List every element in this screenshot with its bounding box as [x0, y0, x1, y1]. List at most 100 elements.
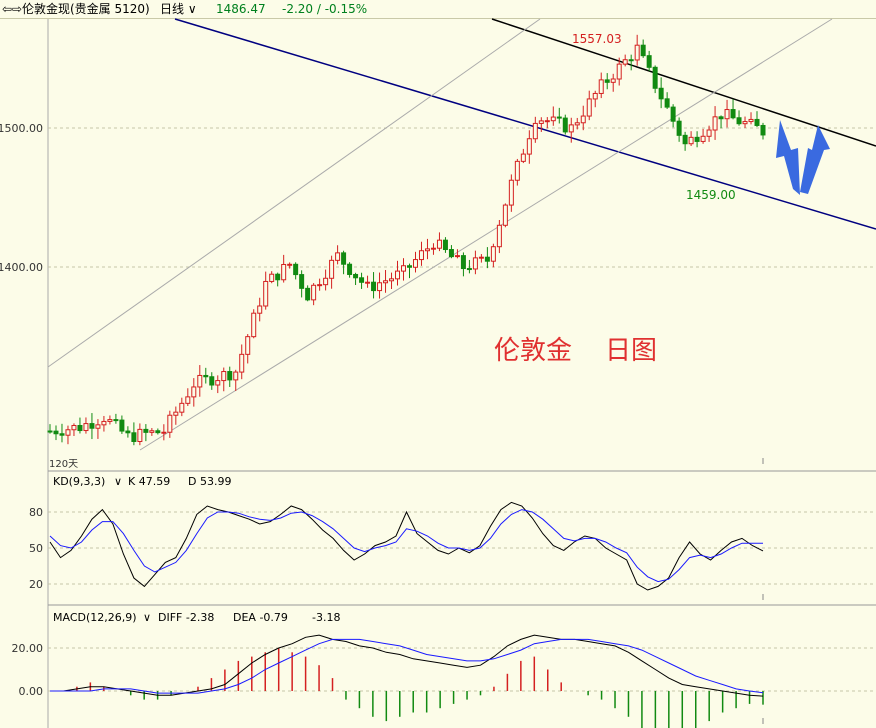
candle-body — [359, 277, 365, 283]
candle-body — [418, 250, 424, 261]
candle-body — [718, 116, 724, 120]
kd-indicator-name[interactable]: KD(9,3,3) — [53, 475, 105, 488]
candle-body — [185, 396, 191, 404]
candle-body — [580, 115, 586, 124]
high-price-label: 1557.03 — [572, 32, 622, 46]
candle-body — [161, 431, 167, 434]
candle-body — [335, 252, 341, 261]
candle-body — [706, 129, 712, 137]
candle-body — [101, 420, 107, 426]
instrument-name[interactable]: 伦敦金现(贵金属 5120) — [22, 2, 150, 16]
candle-body — [371, 281, 377, 292]
macd-dea-value: DEA -0.79 — [233, 611, 288, 624]
candle-body — [586, 98, 592, 117]
chevron-down-icon[interactable]: ∨ — [143, 611, 151, 624]
candle-body — [502, 204, 508, 226]
candle-body — [269, 273, 275, 282]
candle-body — [311, 284, 317, 301]
candle-body — [544, 120, 550, 123]
candle-body — [383, 280, 389, 284]
kd-k-value: K 47.59 — [128, 475, 170, 488]
panel-frames — [47, 19, 876, 728]
period-note: 120天 — [49, 459, 78, 470]
y-tick-label: 1400.00 — [0, 261, 43, 274]
candle-body — [125, 430, 131, 434]
macd-hist-value: -3.18 — [312, 611, 340, 624]
kd-d-value: D 53.99 — [188, 475, 231, 488]
candle-body — [317, 284, 323, 287]
candle-body — [616, 63, 622, 80]
candle-body — [742, 121, 748, 125]
candle-body — [676, 120, 682, 136]
candle-body — [640, 44, 646, 57]
low-price-label: 1459.00 — [686, 188, 736, 202]
candle-body — [658, 87, 664, 100]
candle-body — [574, 122, 580, 126]
candle-body — [275, 273, 281, 281]
candle-body — [634, 44, 640, 61]
candle-body — [143, 428, 149, 433]
grid-lines: 1400.00 1500.00 20 50 80 0.00 20.00 — [0, 122, 876, 698]
chevron-down-icon[interactable]: ∨ — [114, 475, 122, 488]
candle-body — [610, 78, 616, 83]
candle-body — [466, 268, 472, 271]
candle-body — [442, 239, 448, 251]
candle-body — [293, 263, 299, 276]
candle-body — [137, 428, 143, 442]
price-change: -2.20 / -0.15% — [282, 2, 368, 16]
window-icon[interactable]: ⇦⇨ — [2, 2, 23, 16]
candle-body — [592, 92, 598, 100]
candle-body — [478, 256, 484, 259]
candle-body — [700, 135, 706, 142]
candle-body — [484, 256, 490, 262]
arrow-annotations — [776, 120, 830, 195]
candle-body — [532, 122, 538, 140]
candle-body — [131, 432, 137, 442]
candle-body — [107, 419, 113, 422]
macd-diff-line — [50, 634, 764, 697]
candle-body — [227, 371, 233, 381]
chart-header-bar: ⇦⇨ 伦敦金现(贵金属 5120) 日线 ∨ 1486.47 -2.20 / -… — [0, 0, 876, 19]
candle-body — [712, 116, 718, 131]
kd-y-tick-label: 80 — [29, 506, 43, 519]
candle-body — [281, 263, 287, 281]
kd-k-line — [49, 501, 764, 591]
chevron-down-icon: ∨ — [187, 2, 197, 16]
candle-body — [760, 124, 766, 136]
period-selector[interactable]: 日线 ∨ — [160, 0, 197, 18]
candle-body — [95, 424, 101, 429]
candle-body — [724, 109, 730, 120]
candle-body — [341, 252, 347, 265]
kd-lines — [49, 501, 764, 591]
candle-body — [652, 66, 658, 89]
candle-body — [329, 259, 335, 279]
candle-body — [496, 224, 502, 248]
candle-body — [538, 120, 544, 124]
candle-body — [53, 430, 59, 435]
candle-body — [736, 117, 742, 125]
candle-body — [155, 430, 161, 434]
candle-body — [149, 430, 155, 433]
candle-body — [287, 263, 293, 266]
candle-body — [389, 278, 395, 282]
macd-y-tick-label: 0.00 — [19, 685, 44, 698]
candle-body — [251, 312, 257, 338]
candle-body — [263, 280, 269, 307]
candle-body — [406, 265, 412, 268]
candle-body — [209, 376, 215, 386]
candle-body — [257, 305, 263, 314]
upper-channel-line — [491, 18, 876, 147]
macd-dea-line — [50, 638, 764, 694]
candle-body — [233, 371, 239, 381]
trend-channels — [47, 18, 876, 451]
macd-indicator-name[interactable]: MACD(12,26,9) — [53, 611, 137, 624]
candles — [47, 34, 766, 446]
candle-body — [305, 287, 311, 301]
candle-body — [203, 374, 209, 378]
lower-channel-line — [174, 18, 876, 230]
candle-body — [59, 433, 65, 436]
candle-body — [568, 124, 574, 133]
kd-y-tick-label: 20 — [29, 578, 43, 591]
candle-body — [526, 138, 532, 155]
